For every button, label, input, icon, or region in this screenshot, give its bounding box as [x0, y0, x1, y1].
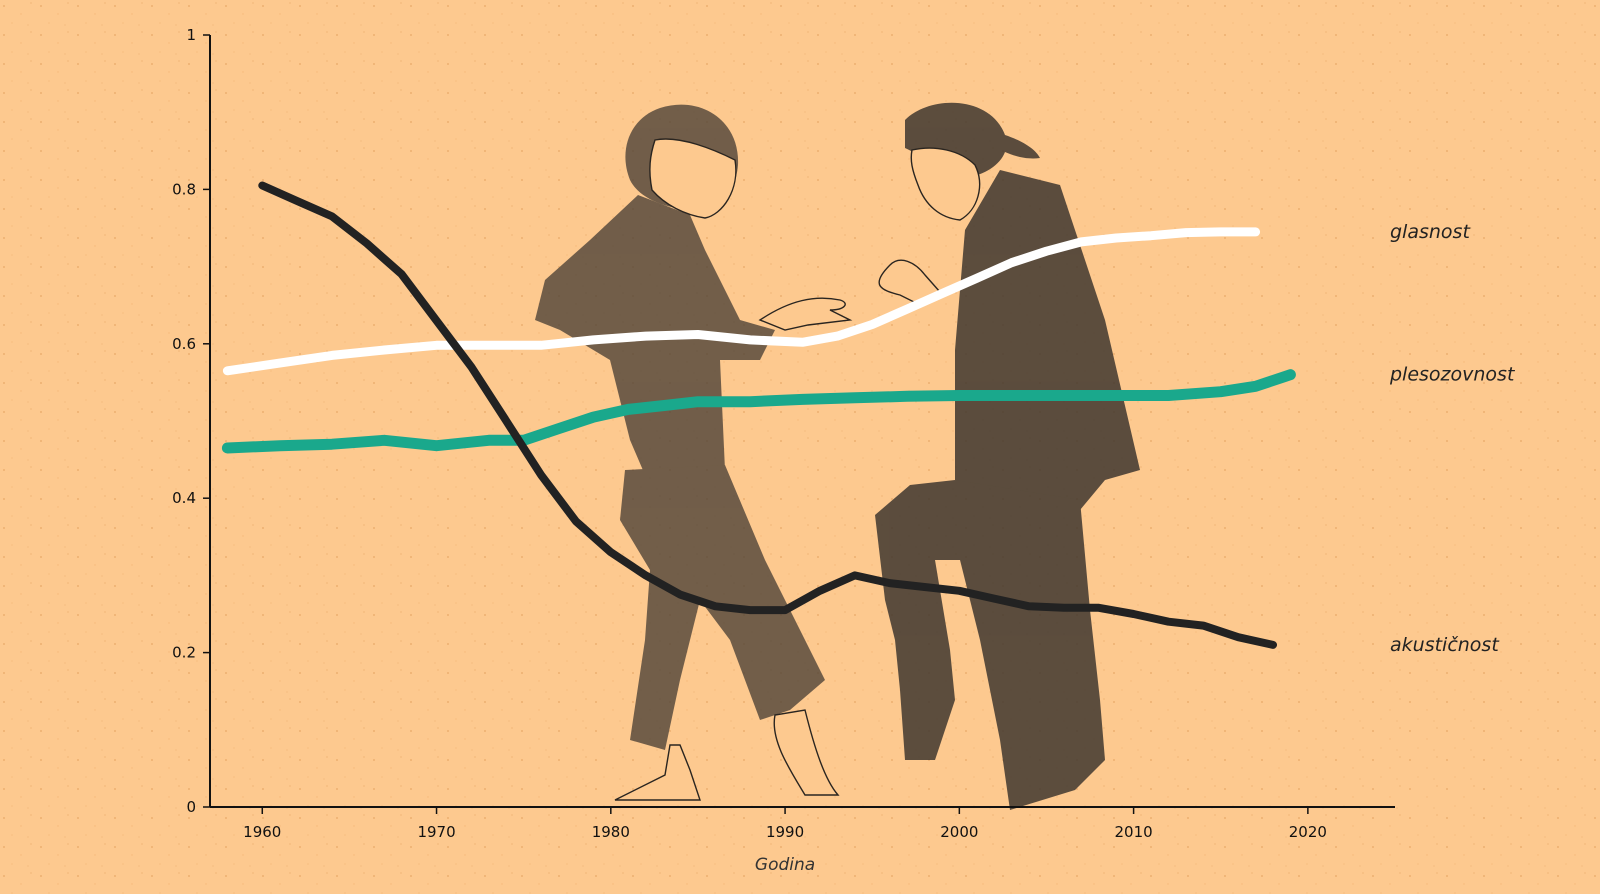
y-tick-label: 0.8	[172, 180, 196, 198]
x-tick-label: 2000	[940, 823, 978, 841]
left-dancer-foot-2-shape	[773, 709, 840, 796]
axes: 0 0.2 0.4 0.6 0.8 1 1960 1970 1980 1990 2000 2010 20…	[172, 26, 1395, 875]
x-tick-label: 1980	[592, 823, 630, 841]
series-label-akusticnost: akustičnost	[1390, 634, 1500, 656]
series-line-akusticnost	[258, 181, 1277, 649]
right-dancer-legs-shape	[875, 480, 1105, 810]
series-line-glasnost	[222, 227, 1261, 376]
left-dancer-face-shape	[649, 138, 737, 219]
left-dancer-skin	[614, 138, 853, 801]
x-axis-title: Godina	[755, 855, 815, 875]
y-tick-label: 0	[186, 798, 196, 816]
series-line-plesozovnost	[221, 369, 1296, 454]
right-dancer-figure	[875, 102, 1140, 810]
series-label-glasnost: glasnost	[1390, 221, 1471, 243]
series-label-plesozovnost: plesozovnost	[1389, 364, 1516, 386]
x-tick-label: 1970	[417, 823, 455, 841]
y-tick-label: 0.4	[172, 489, 196, 507]
right-dancer-face-shape	[910, 147, 981, 221]
right-dancer-torso-shape	[955, 170, 1140, 510]
x-tick-label: 1990	[766, 823, 804, 841]
x-tick-label: 2020	[1289, 823, 1327, 841]
x-tick-label: 1960	[243, 823, 281, 841]
left-dancer-hand-shape	[758, 297, 853, 331]
series-labels: glasnost plesozovnost akustičnost	[1389, 221, 1516, 656]
y-tick-label: 0.2	[172, 644, 196, 662]
x-tick-label: 2010	[1115, 823, 1153, 841]
y-tick-label: 1	[186, 26, 196, 44]
left-dancer-foot-shape	[614, 744, 701, 801]
series-layer	[221, 181, 1296, 649]
y-tick-label: 0.6	[172, 335, 196, 353]
right-dancer-skin	[878, 147, 981, 306]
